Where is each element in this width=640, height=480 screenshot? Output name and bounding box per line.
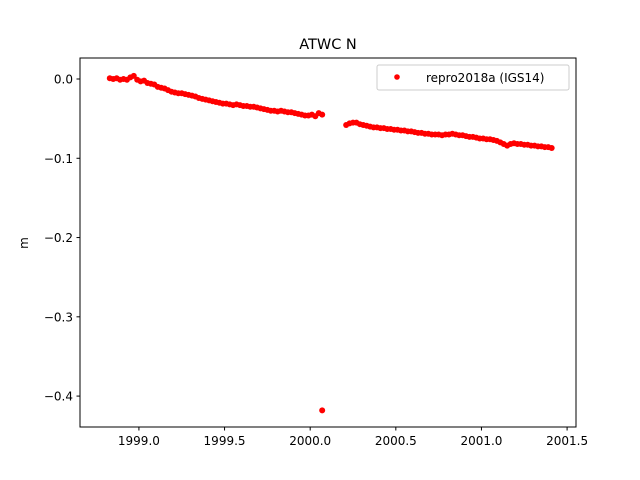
y-tick-label: 0.0 <box>54 73 73 87</box>
x-tick-label: 2001.5 <box>546 434 588 448</box>
y-tick-label: −0.2 <box>44 231 73 245</box>
y-tick-label: −0.4 <box>44 390 73 404</box>
legend-label: repro2018a (IGS14) <box>426 71 544 85</box>
x-tick-label: 2000.5 <box>375 434 417 448</box>
y-axis: 0.0 −0.1 −0.2 −0.3 −0.4 <box>44 73 80 404</box>
legend-frame <box>376 64 570 91</box>
x-axis: 1999.0 1999.5 2000.0 2000.5 2001.0 2001.5 <box>118 427 588 448</box>
y-tick-label: −0.3 <box>44 310 73 324</box>
data-points <box>106 72 555 414</box>
x-tick-label: 2001.0 <box>460 434 502 448</box>
data-point <box>548 144 555 151</box>
data-point <box>130 72 137 79</box>
x-tick-label: 1999.5 <box>204 434 246 448</box>
chart-title: ATWC N <box>299 37 357 53</box>
data-point <box>319 111 326 118</box>
x-tick-label: 2000.0 <box>289 434 331 448</box>
data-point <box>319 407 326 414</box>
y-tick-label: −0.1 <box>44 152 73 166</box>
legend: repro2018a (IGS14) <box>376 64 570 91</box>
legend-marker <box>394 74 400 80</box>
y-axis-label: m <box>17 237 31 249</box>
x-tick-label: 1999.0 <box>118 434 160 448</box>
plot-area-frame <box>79 57 577 428</box>
